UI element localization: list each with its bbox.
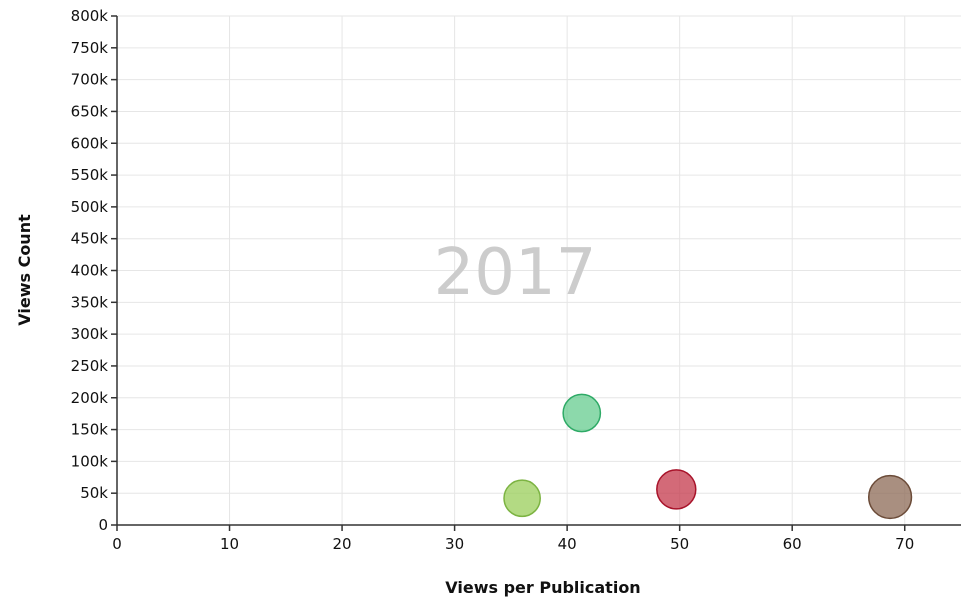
- x-axis-ticks: 0 10 20 30 40 50 60 70: [112, 525, 914, 553]
- y-tick-label: 600k: [71, 134, 109, 152]
- grid-lines: [117, 15, 961, 525]
- y-axis-title: Views Count: [15, 214, 34, 326]
- year-watermark: 2017: [434, 236, 597, 310]
- y-tick-label: 800k: [71, 7, 109, 25]
- x-tick-label: 30: [445, 535, 464, 553]
- y-tick-label: 400k: [71, 262, 109, 280]
- y-tick-label: 450k: [71, 230, 109, 248]
- data-point[interactable]: [867, 474, 913, 520]
- data-point[interactable]: [656, 469, 697, 510]
- x-tick-label: 0: [112, 535, 122, 553]
- x-tick-label: 10: [220, 535, 239, 553]
- data-points: [503, 393, 913, 520]
- y-tick-label: 300k: [71, 325, 109, 343]
- y-tick-label: 550k: [71, 166, 109, 184]
- y-tick-label: 0: [98, 516, 108, 534]
- y-tick-label: 250k: [71, 357, 109, 375]
- data-point[interactable]: [503, 479, 541, 518]
- y-tick-label: 150k: [71, 421, 109, 439]
- y-tick-label: 50k: [80, 484, 108, 502]
- x-axis-title: Views per Publication: [445, 578, 640, 597]
- y-tick-label: 500k: [71, 198, 109, 216]
- x-tick-label: 20: [333, 535, 352, 553]
- x-tick-label: 50: [670, 535, 689, 553]
- y-tick-label: 100k: [71, 452, 109, 470]
- y-tick-label: 750k: [71, 39, 109, 57]
- y-tick-label: 650k: [71, 102, 109, 120]
- data-point[interactable]: [562, 393, 602, 433]
- x-tick-label: 70: [895, 535, 914, 553]
- x-tick-label: 60: [783, 535, 802, 553]
- y-tick-label: 200k: [71, 389, 109, 407]
- y-tick-label: 700k: [71, 71, 109, 89]
- x-tick-label: 40: [558, 535, 577, 553]
- y-tick-label: 350k: [71, 293, 109, 311]
- y-axis-ticks: 0 50k 100k 150k 200k 250k 300k 350k 400k 450k 500k…: [71, 7, 117, 534]
